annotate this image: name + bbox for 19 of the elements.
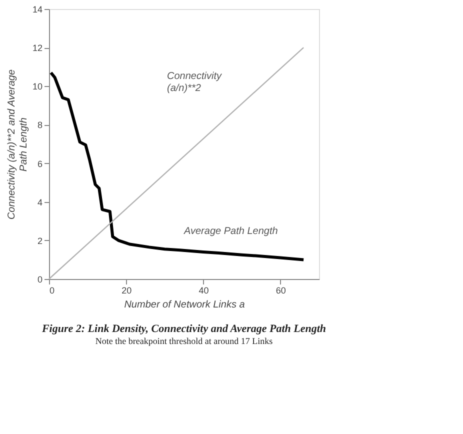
x-axis-title: Number of Network Links a	[124, 300, 246, 310]
text: Note the breakpoint threshold at around 17 Links	[95, 336, 274, 346]
text: Figure 2: Link Density, Connectivity and Average Path Length	[40, 323, 326, 335]
y-tick-label: 0	[37, 274, 42, 284]
x-tick-label: 40	[198, 286, 209, 296]
y-tick-label: 4	[37, 197, 42, 208]
y-tick-label: 2	[37, 236, 42, 246]
annotation: Connectivity (a/n)**2	[167, 71, 222, 94]
line-series	[49, 71, 306, 262]
x-tick-label: 20	[122, 286, 132, 296]
y-tick-label: 8	[37, 120, 42, 130]
annotation: Average Path Length	[183, 226, 278, 237]
x-tick-label: 60	[276, 286, 286, 296]
x-tick-label: 0	[50, 286, 55, 296]
y-axis-title: Connectivity (a/n)**2 and Average Path Length	[6, 69, 30, 220]
y-tick-label: 10	[32, 82, 42, 92]
y-tick-label: 12	[32, 43, 42, 54]
y-tick-label: 14	[32, 4, 42, 14]
y-tick-label: 6	[37, 158, 42, 169]
